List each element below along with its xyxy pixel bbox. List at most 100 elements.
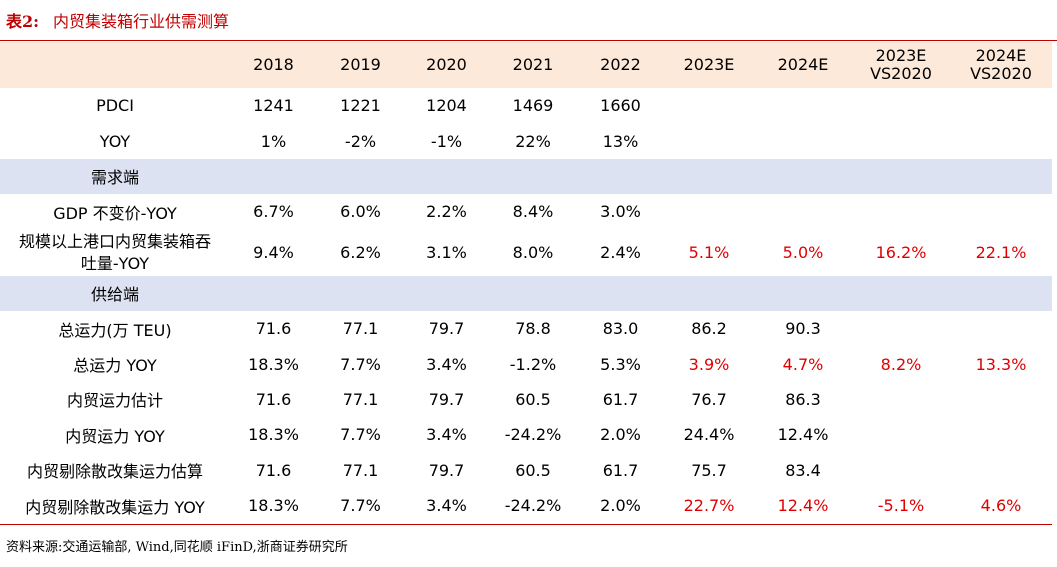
- cell: 1204: [426, 96, 467, 116]
- empty-cell: [577, 275, 664, 311]
- cell: 22.1%: [975, 242, 1027, 262]
- empty-cell: [754, 275, 852, 311]
- row-label: 内贸剔除散改集运力估算: [26, 462, 203, 482]
- empty-cell: [852, 275, 950, 311]
- cell: 16.2%: [875, 242, 927, 262]
- cell: [950, 382, 1052, 417]
- cell: 76.7: [691, 389, 727, 409]
- cell: -1.2%: [509, 354, 557, 374]
- cell: 8.0%: [512, 242, 554, 262]
- cell: 1221: [340, 96, 381, 116]
- empty-cell: [754, 158, 852, 195]
- cell: 13%: [602, 131, 639, 151]
- header-cell: 2019: [317, 42, 404, 88]
- cell: 5.0%: [782, 242, 824, 262]
- cell: [664, 88, 754, 123]
- header-cell: 2018: [230, 42, 317, 88]
- cell: [852, 311, 950, 346]
- cell: -2%: [344, 131, 377, 151]
- section-row: 需求端: [0, 158, 1052, 195]
- empty-cell: [404, 275, 489, 311]
- cell: 2.0%: [600, 496, 641, 516]
- cell: [754, 123, 852, 158]
- cell: 61.7: [602, 389, 639, 409]
- cell: [950, 194, 1052, 229]
- header-cell: [0, 42, 230, 88]
- cell: 2.4%: [600, 242, 641, 262]
- row-label: 内贸运力 YOY: [65, 426, 165, 446]
- cell: 6.2%: [340, 242, 381, 262]
- title-text: 内贸集装箱行业供需测算: [53, 12, 230, 31]
- header-cell: 2023E VS2020: [852, 42, 950, 88]
- section-label: 供给端: [0, 275, 230, 311]
- cell: 3.4%: [426, 425, 467, 445]
- cell: [852, 194, 950, 229]
- cell: 3.4%: [426, 496, 467, 516]
- data-row: 内贸剔除散改集运力估算 71.6 77.1 79.7 60.5 61.7 75.7 83.4: [0, 453, 1052, 488]
- cell: [950, 123, 1052, 158]
- cell: 3.0%: [600, 202, 641, 222]
- cell: 1469: [512, 96, 554, 116]
- empty-cell: [577, 158, 664, 195]
- cell: 18.3%: [248, 425, 299, 445]
- cell: 8.2%: [880, 354, 922, 374]
- cell: 6.0%: [340, 202, 381, 222]
- cell: [950, 417, 1052, 452]
- cell: 60.5: [515, 389, 551, 409]
- cell: 83.4: [785, 460, 821, 480]
- empty-cell: [950, 275, 1052, 311]
- cell: 78.8: [515, 319, 551, 339]
- empty-cell: [230, 275, 317, 311]
- cell: 7.7%: [340, 496, 381, 516]
- data-row: 内贸剔除散改集运力 YOY 18.3% 7.7% 3.4% -24.2% 2.0% 22.7…: [0, 488, 1052, 523]
- data-row: 总运力 YOY 18.3% 7.7% 3.4% -1.2% 5.3% 3.9% 4.7% 8.2…: [0, 346, 1052, 381]
- header-cell: 2021: [489, 42, 577, 88]
- cell: [950, 88, 1052, 123]
- cell: 12.4%: [777, 496, 829, 516]
- header-row: 2018 2019 2020 2021 2022 2023E 2024E 2023E VS20…: [0, 42, 1052, 88]
- cell: 18.3%: [248, 496, 299, 516]
- data-row: 总运力(万 TEU) 71.6 77.1 79.7 78.8 83.0 86.2 90.3: [0, 311, 1052, 346]
- cell: 79.7: [428, 319, 465, 339]
- cell: -24.2%: [504, 496, 562, 516]
- row-label: 内贸剔除散改集运力 YOY: [25, 497, 205, 517]
- cell: [950, 311, 1052, 346]
- cell: [664, 194, 754, 229]
- empty-cell: [317, 158, 404, 195]
- title: 表2: 内贸集装箱行业供需测算: [6, 8, 229, 32]
- cell: 71.6: [255, 319, 292, 339]
- cell: 77.1: [342, 460, 379, 480]
- cell: 8.4%: [512, 202, 554, 222]
- cell: 5.3%: [600, 354, 641, 374]
- cell: -5.1%: [877, 496, 925, 516]
- cell: 12.4%: [777, 425, 829, 445]
- source: 资料来源:交通运输部, Wind,同花顺 iFinD,浙商证券研究所: [6, 540, 348, 555]
- header-cell: 2023E: [664, 42, 754, 88]
- cell: 3.9%: [688, 354, 730, 374]
- cell: 7.7%: [340, 425, 381, 445]
- cell: 61.7: [602, 460, 639, 480]
- cell: 71.6: [255, 389, 292, 409]
- header-cell: 2024E: [754, 42, 852, 88]
- row-label: PDCI: [96, 96, 134, 116]
- cell: 75.7: [691, 460, 727, 480]
- row-label: 规模以上港口内贸集装箱吞 吐量-YOY: [18, 231, 211, 273]
- empty-cell: [852, 158, 950, 195]
- cell: 77.1: [342, 389, 379, 409]
- bottom-rule: [0, 524, 1052, 525]
- cell: 6.7%: [253, 202, 294, 222]
- cell: 90.3: [785, 319, 821, 339]
- cell: [852, 123, 950, 158]
- empty-cell: [489, 158, 577, 195]
- data-row: 规模以上港口内贸集装箱吞 吐量-YOY 9.4% 6.2% 3.1% 8.0% 2.4% 5…: [0, 230, 1052, 276]
- cell: [852, 88, 950, 123]
- row-label: 总运力 YOY: [73, 356, 157, 376]
- cell: [852, 417, 950, 452]
- cell: 83.0: [602, 319, 639, 339]
- empty-cell: [664, 275, 754, 311]
- cell: 18.3%: [248, 354, 299, 374]
- cell: 86.3: [785, 389, 821, 409]
- cell: 9.4%: [253, 242, 294, 262]
- data-row: PDCI 1241 1221 1204 1469 1660: [0, 88, 1052, 123]
